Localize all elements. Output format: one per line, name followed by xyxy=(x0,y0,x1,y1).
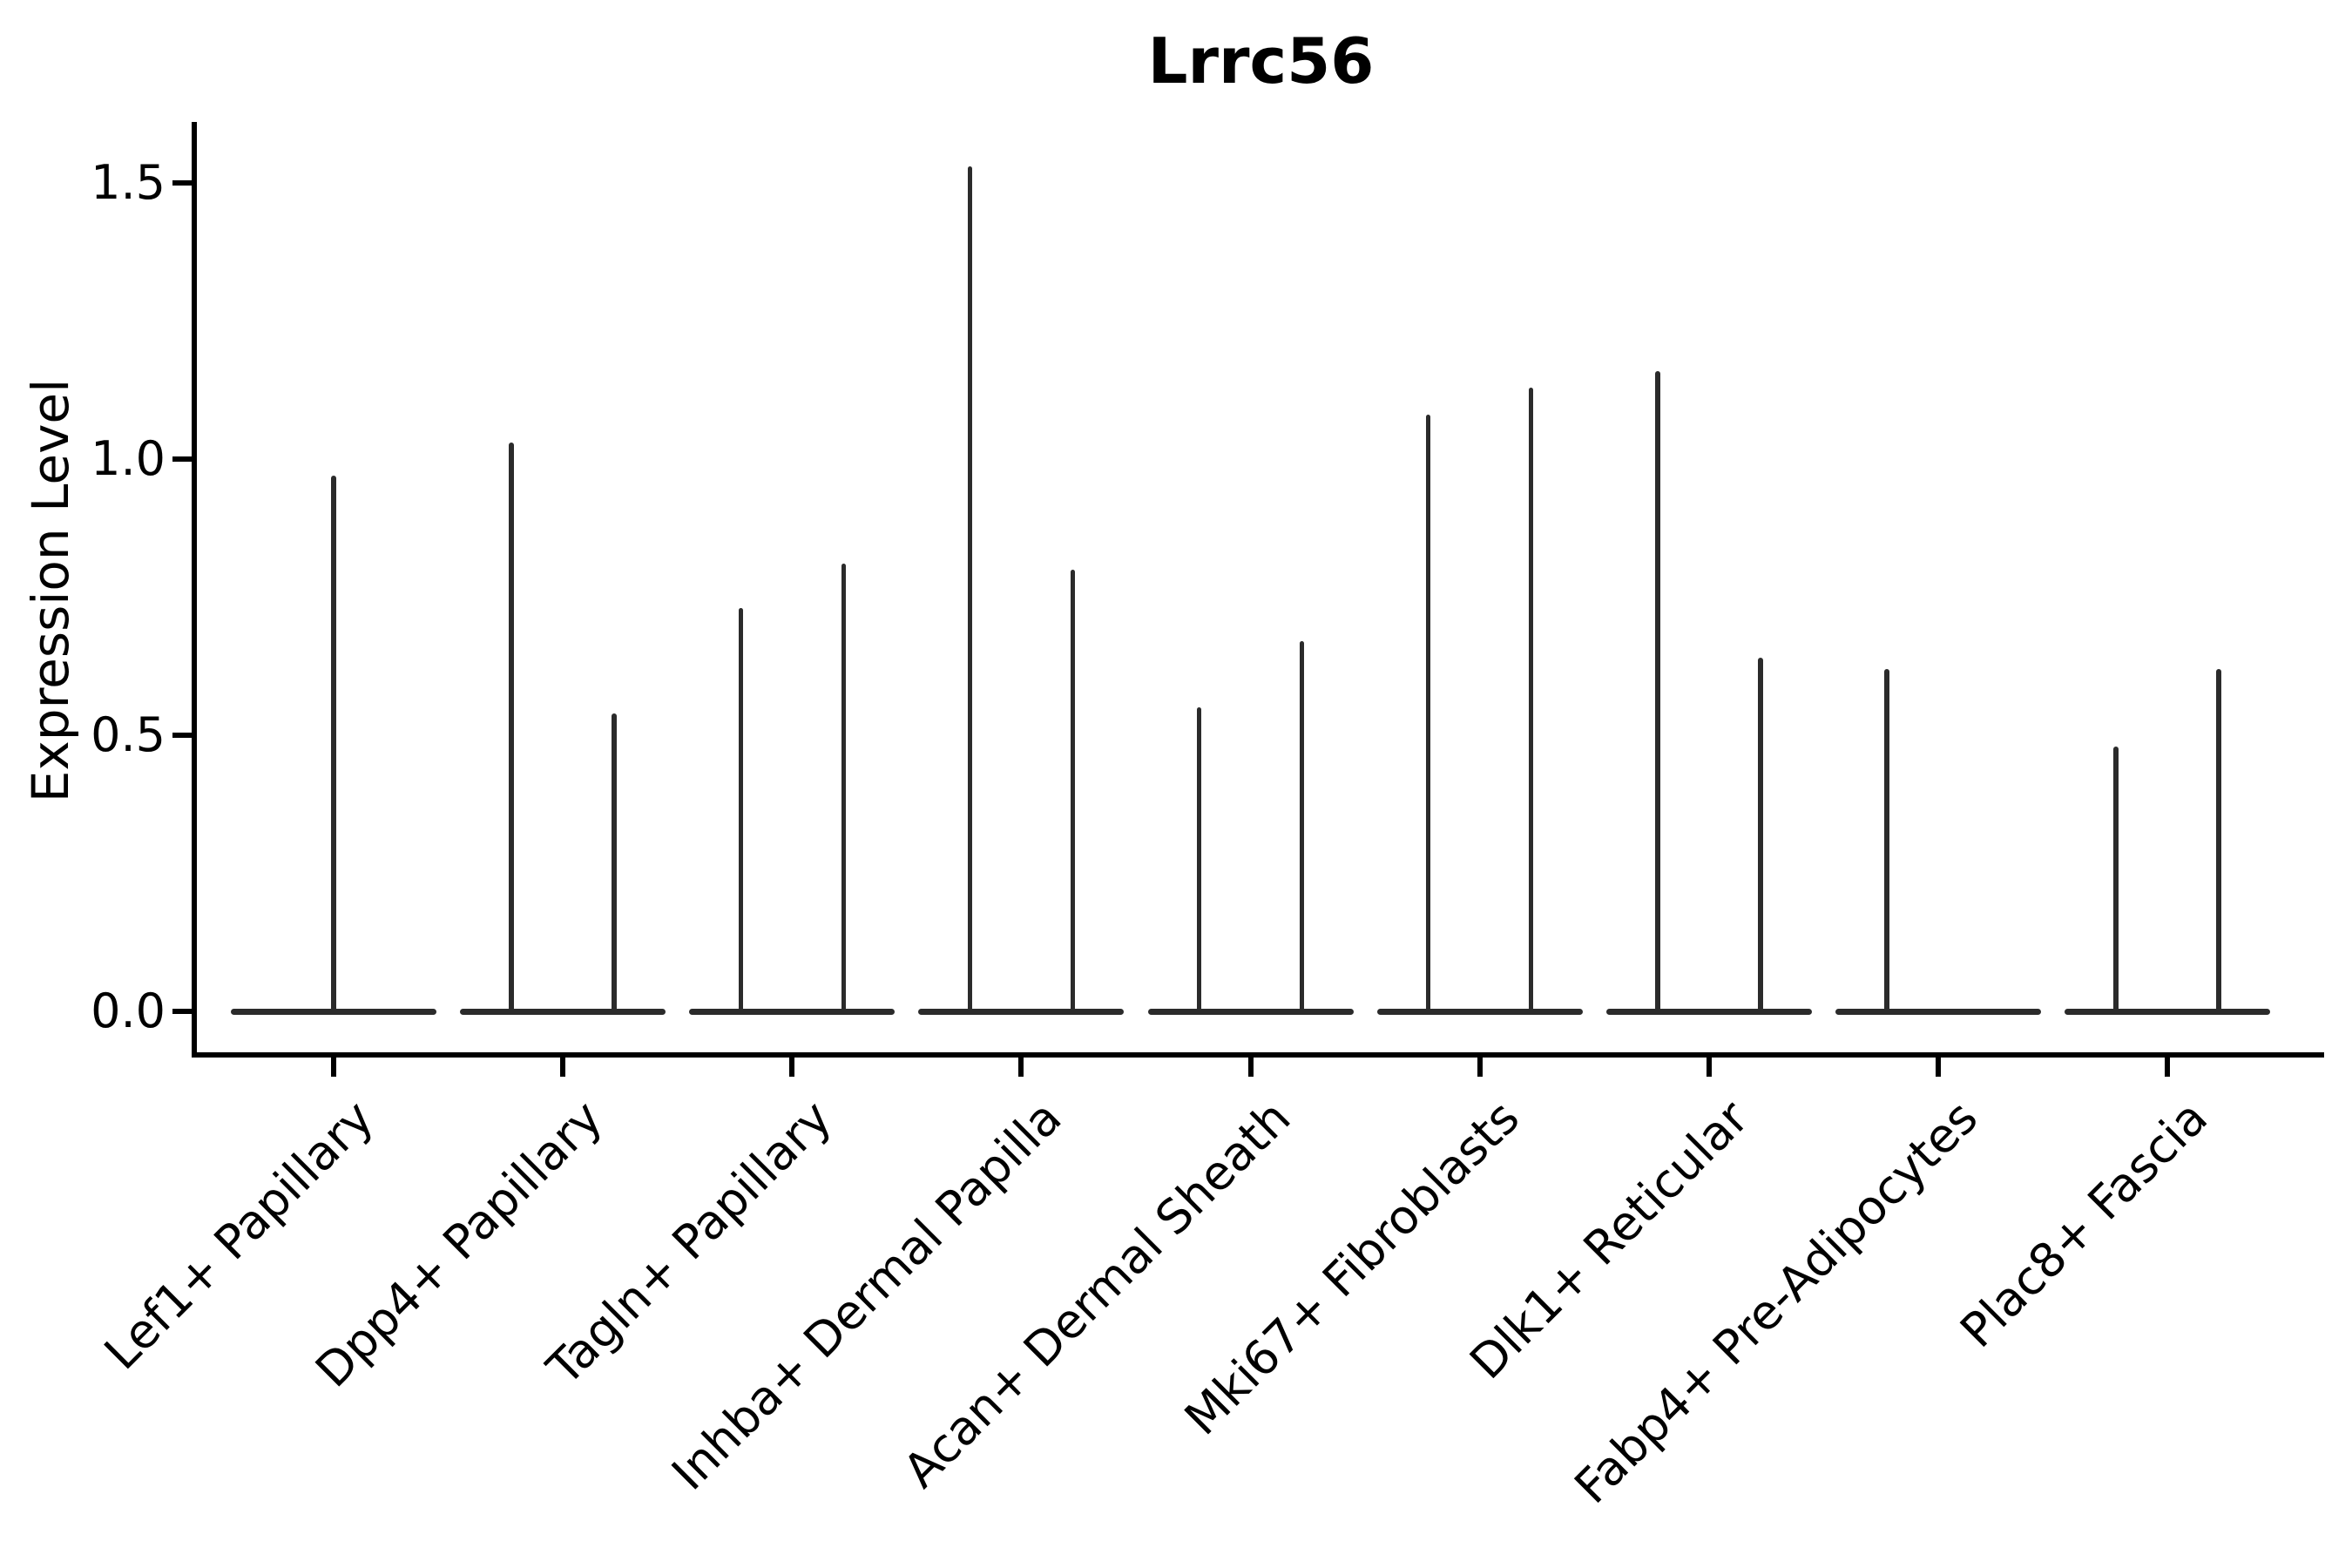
violin-spike xyxy=(1758,658,1763,1014)
x-tick-mark xyxy=(331,1058,336,1077)
violin-spike xyxy=(612,713,617,1014)
y-tick-label: 1.5 xyxy=(91,155,166,210)
violin-spike xyxy=(1299,641,1305,1014)
violin-base xyxy=(2065,1008,2270,1015)
x-tick-mark xyxy=(1477,1058,1483,1077)
violin-spike xyxy=(1070,569,1076,1014)
x-category-label-text: Acan+ Dermal Sheath xyxy=(892,1090,1301,1498)
x-tick-mark xyxy=(789,1058,795,1077)
violin-spike xyxy=(967,166,973,1014)
x-tick-mark xyxy=(1247,1058,1254,1077)
y-tick-mark xyxy=(172,180,192,186)
x-category-label-text: Inhba+ Dermal Papilla xyxy=(660,1090,1072,1501)
y-axis-label: Expression Level xyxy=(21,242,87,939)
violin-spike xyxy=(331,476,336,1014)
y-tick-label: 0.0 xyxy=(91,983,166,1038)
x-tick-mark xyxy=(560,1058,566,1077)
chart-title: Lrrc56 xyxy=(1147,24,1375,98)
violin-spike xyxy=(1528,387,1534,1014)
violin-spike xyxy=(1655,370,1660,1014)
y-tick-label: 1.0 xyxy=(91,431,166,486)
x-tick-mark xyxy=(1706,1058,1712,1077)
violin-base xyxy=(1147,1008,1354,1015)
violin-base xyxy=(918,1008,1125,1015)
violin-base xyxy=(1376,1008,1583,1015)
x-tick-mark xyxy=(2165,1058,2170,1077)
violin-spike xyxy=(738,608,743,1014)
x-axis-spine xyxy=(192,1052,2324,1058)
violin-spike xyxy=(2216,668,2221,1014)
y-tick-label: 0.5 xyxy=(91,707,166,762)
violin-spike xyxy=(1425,415,1431,1014)
x-category-label: Plac8+ Fascia xyxy=(1570,1090,2218,1358)
y-tick-mark xyxy=(172,456,192,462)
y-tick-mark xyxy=(172,733,192,738)
violin-spike xyxy=(841,564,846,1014)
violin-spike xyxy=(2113,746,2119,1014)
violin-spike xyxy=(1196,707,1202,1014)
violin-base xyxy=(1605,1008,1812,1015)
violin-base xyxy=(1835,1008,2041,1015)
y-tick-mark xyxy=(172,1009,192,1014)
violin-base xyxy=(460,1008,666,1015)
y-axis-spine xyxy=(192,122,197,1058)
violin-base xyxy=(689,1008,896,1015)
x-tick-mark xyxy=(1935,1058,1941,1077)
x-tick-mark xyxy=(1018,1058,1024,1077)
x-category-label-text: Fabp4+ Pre-Adipocytes xyxy=(1564,1090,1989,1515)
x-category-label-text: Plac8+ Fascia xyxy=(1950,1090,2218,1359)
violin-spike xyxy=(509,442,514,1014)
violin-spike xyxy=(1884,668,1889,1014)
